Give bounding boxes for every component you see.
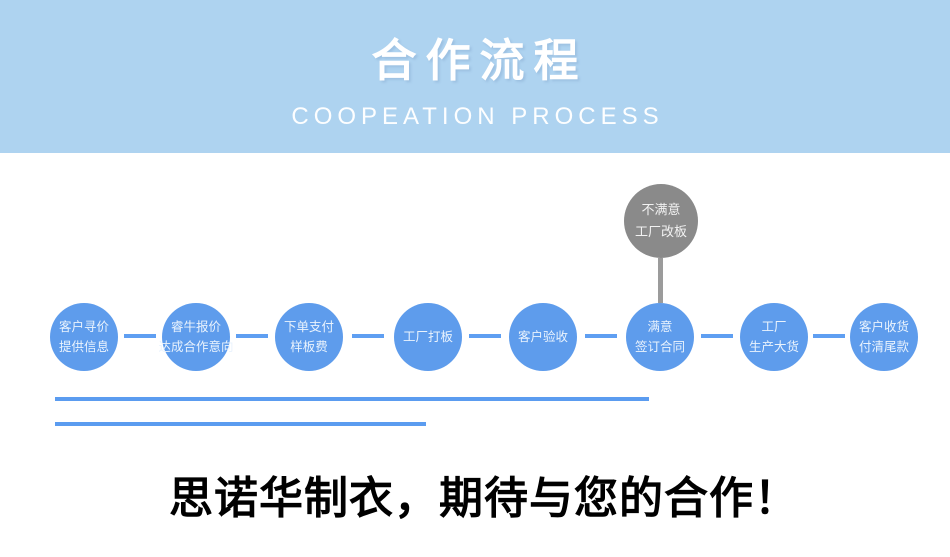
node-label-line: 客户收货 <box>858 320 909 334</box>
node-label-line: 不满意 <box>641 202 681 217</box>
flow-node-customer-acceptance: 客户验收 <box>509 303 577 371</box>
flow-node-unsatisfied-rework: 不满意 工厂改板 <box>624 184 698 258</box>
vertical-connector-line <box>658 258 663 303</box>
connector-line <box>813 334 845 338</box>
page-title: 合作流程 <box>371 35 588 86</box>
connector-line <box>585 334 617 338</box>
node-label-line: 工厂打板 <box>402 330 453 344</box>
node-label-line: 睿牛报价 <box>170 320 221 334</box>
node-label-line: 工厂 <box>761 320 787 334</box>
flow-node-order-sample-fee: 下单支付 样板费 <box>275 303 343 371</box>
node-label-line: 工厂改板 <box>634 224 687 239</box>
flow-node-factory-sampling: 工厂打板 <box>394 303 462 371</box>
node-label-line: 客户寻价 <box>58 320 109 334</box>
node-label-line: 付清尾款 <box>858 340 909 354</box>
company-slogan: 思诺华制衣，期待与您的合作！ <box>169 474 799 523</box>
flow-node-bulk-production: 工厂 生产大货 <box>740 303 808 371</box>
connector-line <box>236 334 268 338</box>
flow-diagram: 不满意 工厂改板 客户寻价 提供信息 睿牛报价 达成合作意向 下单支付 样板费 … <box>0 153 950 453</box>
decorative-underline-short <box>55 422 426 426</box>
connector-line <box>352 334 384 338</box>
node-label-line: 客户验收 <box>517 330 568 344</box>
page-subtitle: COOPEATION PROCESS <box>291 103 664 130</box>
flow-node-quotation: 睿牛报价 达成合作意向 <box>159 303 234 371</box>
node-label-line: 提供信息 <box>58 340 109 354</box>
flow-node-receive-and-pay: 客户收货 付清尾款 <box>850 303 918 371</box>
node-label-line: 满意 <box>647 320 673 334</box>
decorative-underline-long <box>55 397 649 401</box>
node-label-line: 签订合同 <box>634 340 685 354</box>
footer: 思诺华制衣，期待与您的合作！ <box>0 462 950 526</box>
flow-node-customer-inquiry: 客户寻价 提供信息 <box>50 303 118 371</box>
header-banner: 合作流程 COOPEATION PROCESS <box>0 0 950 153</box>
node-label-line: 达成合作意向 <box>158 340 234 354</box>
flow-node-sign-contract: 满意 签订合同 <box>626 303 694 371</box>
connector-line <box>701 334 733 338</box>
node-label-line: 生产大货 <box>748 340 799 354</box>
node-label-line: 下单支付 <box>283 320 334 334</box>
connector-line <box>469 334 501 338</box>
connector-line <box>124 334 156 338</box>
node-label-line: 样板费 <box>290 340 328 354</box>
